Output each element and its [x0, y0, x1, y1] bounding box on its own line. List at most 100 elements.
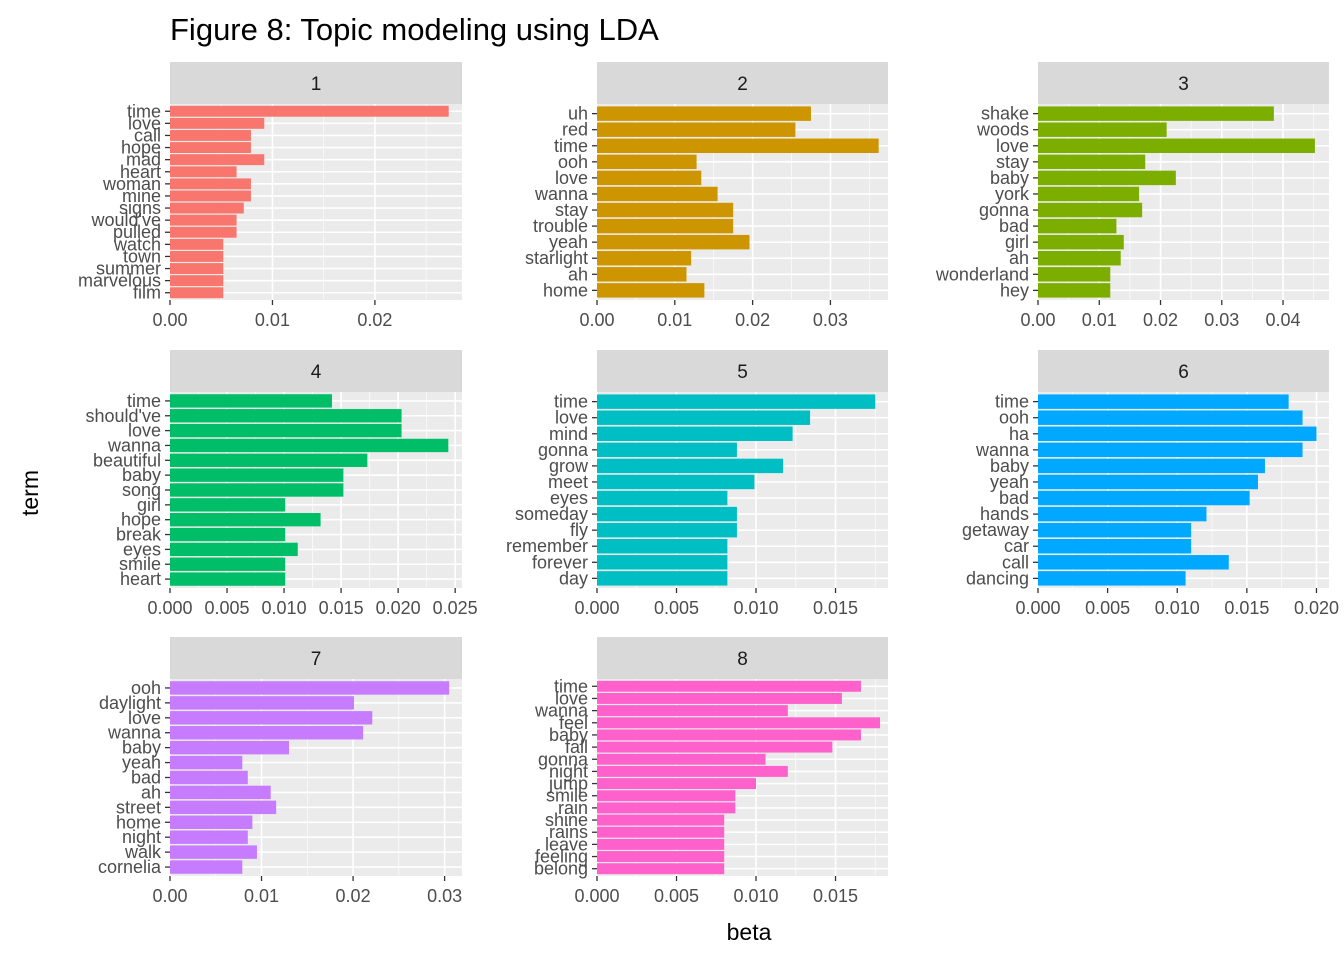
y-tick-label: rains — [549, 822, 588, 842]
x-tick-label: 0.025 — [433, 598, 478, 618]
bar-wanna — [170, 438, 449, 453]
y-tick-label: walk — [124, 842, 162, 862]
bar-walk — [170, 845, 257, 859]
bar-call — [170, 130, 251, 141]
bar-feel — [597, 717, 881, 729]
x-tick-label: 0.010 — [262, 598, 307, 618]
bar-remember — [597, 539, 728, 554]
bar-love — [1038, 138, 1315, 153]
facet-panel-1: 1 0.00 0.01 0.02 timelovecallhopemadheartwom… — [78, 62, 462, 330]
facet-panel-7: 7 0.00 0.01 0.02 0.03 oohdaylightlovewannabab… — [98, 637, 462, 906]
y-tick-label: heart — [120, 569, 161, 589]
bar-fly — [597, 522, 737, 538]
x-tick-label: 0.01 — [244, 886, 279, 906]
bar-baby — [597, 729, 861, 741]
x-tick-label: 0.03 — [813, 310, 848, 330]
y-tick-label: girl — [1005, 232, 1029, 252]
bar-time — [597, 138, 879, 153]
y-tick-label: fly — [570, 520, 588, 540]
y-tick-label: town — [123, 246, 161, 266]
y-tick-label: love — [128, 113, 161, 133]
bar-red — [597, 122, 796, 137]
bar-marvelous — [170, 275, 224, 287]
y-tick-label: shine — [545, 810, 588, 830]
facet-strip-label: 8 — [737, 649, 748, 670]
y-tick-label: shake — [981, 104, 1029, 124]
bar-daylight — [170, 696, 354, 710]
bar-woman — [170, 178, 251, 190]
bar-smile — [597, 790, 736, 802]
y-tick-label: ooh — [558, 152, 588, 172]
bar-heart — [170, 166, 237, 178]
y-tick-label: leave — [545, 834, 588, 854]
y-tick-label: night — [122, 827, 161, 847]
x-tick-label: 0.02 — [336, 886, 371, 906]
y-tick-label: york — [995, 184, 1030, 204]
y-tick-label: forever — [532, 552, 588, 572]
y-tick-label: song — [122, 480, 161, 500]
x-tick-label: 0.00 — [1020, 310, 1055, 330]
x-tick-label: 0.020 — [1294, 598, 1339, 618]
facet-strip — [597, 350, 888, 392]
bar-cornelia — [170, 860, 243, 874]
bar-girl — [170, 498, 286, 512]
y-tick-label: daylight — [99, 693, 161, 713]
bar-bad — [170, 770, 248, 785]
y-tick-label: ha — [1009, 424, 1030, 444]
y-tick-label: film — [133, 283, 161, 303]
x-tick-label: 0.02 — [1143, 310, 1178, 330]
bar-stay — [597, 202, 734, 218]
bar-song — [170, 483, 344, 497]
bar-baby — [1038, 458, 1265, 474]
y-tick-label: ooh — [999, 408, 1029, 428]
bar-car — [1038, 539, 1192, 554]
bar-yeah — [597, 234, 750, 250]
facet-strip — [170, 637, 462, 679]
y-tick-label: woods — [976, 120, 1029, 140]
y-tick-label: baby — [990, 168, 1029, 188]
y-tick-label: smile — [119, 554, 161, 574]
facet-strip-label: 5 — [737, 362, 748, 383]
bar-yeah — [170, 755, 243, 770]
x-tick-label: 0.015 — [1224, 598, 1269, 618]
x-tick-label: 0.005 — [1085, 598, 1130, 618]
bar-gonna — [597, 442, 737, 458]
bar-stay — [1038, 154, 1146, 170]
bar-mad — [170, 154, 265, 166]
y-tick-label: time — [554, 676, 588, 696]
bar-pulled — [170, 226, 237, 238]
bar-home — [170, 815, 253, 829]
y-tick-label: getaway — [962, 520, 1029, 540]
bar-ooh — [1038, 410, 1303, 425]
y-tick-label: yeah — [549, 232, 588, 252]
facet-strip — [597, 62, 888, 104]
y-tick-label: time — [554, 136, 588, 156]
x-tick-label: 0.005 — [654, 598, 699, 618]
bar-time — [170, 394, 332, 408]
facet-panel-6: 6 0.000 0.005 0.010 0.015 0.020 timeoohhawanna… — [962, 350, 1339, 618]
bar-leave — [597, 838, 725, 850]
y-tick-label: summer — [96, 259, 161, 279]
y-tick-label: watch — [113, 234, 161, 254]
facet-strip — [597, 637, 888, 679]
bar-gonna — [597, 753, 766, 765]
bar-beautiful — [170, 453, 368, 467]
bar-night — [170, 830, 248, 844]
bar-getaway — [1038, 522, 1192, 538]
bar-jump — [597, 778, 757, 790]
x-tick-label: 0.010 — [733, 598, 778, 618]
y-tick-label: love — [555, 408, 588, 428]
bar-shouldve — [170, 409, 402, 423]
y-tick-label: uh — [568, 104, 588, 124]
bar-ah — [1038, 251, 1121, 266]
bar-film — [170, 287, 224, 299]
bar-grow — [597, 458, 784, 474]
x-tick-label: 0.000 — [574, 598, 619, 618]
y-tick-label: jump — [548, 774, 588, 794]
y-tick-label: time — [554, 392, 588, 412]
y-tick-label: eyes — [550, 488, 588, 508]
facet-panel-2: 20.00 0.01 0.02 0.03uhredtimeoohlovewannast… — [525, 62, 888, 330]
bar-love — [170, 711, 373, 725]
x-tick-label: 0.02 — [735, 310, 770, 330]
bar-hey — [1038, 283, 1111, 298]
